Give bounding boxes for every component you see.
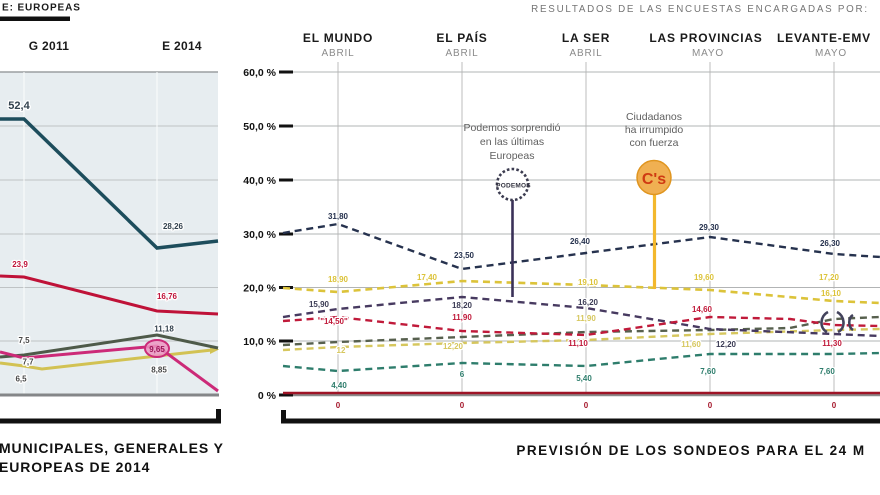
svg-text:11,90: 11,90: [576, 314, 596, 323]
svg-text:8,85: 8,85: [151, 366, 167, 375]
svg-text:28,26: 28,26: [163, 222, 184, 231]
svg-text:11,10: 11,10: [568, 339, 588, 348]
svg-text:con fuerza: con fuerza: [629, 137, 678, 149]
svg-text:MAYO: MAYO: [692, 48, 724, 59]
svg-text:LEVANTE-EMV: LEVANTE-EMV: [777, 31, 871, 45]
svg-text:17,20: 17,20: [819, 273, 840, 282]
svg-text:26,40: 26,40: [570, 237, 591, 246]
svg-text:EL PAÍS: EL PAÍS: [436, 30, 487, 45]
svg-text:LAS PROVINCIAS: LAS PROVINCIAS: [649, 31, 762, 45]
svg-text:60,0 %: 60,0 %: [243, 67, 276, 79]
svg-text:11,30: 11,30: [822, 339, 842, 348]
svg-text:6: 6: [460, 370, 465, 379]
svg-text:ABRIL: ABRIL: [570, 48, 603, 59]
svg-text:14,60: 14,60: [692, 305, 713, 314]
svg-text:G 2011: G 2011: [29, 39, 70, 53]
svg-text:12,20: 12,20: [443, 342, 464, 351]
svg-text:MAYO: MAYO: [815, 48, 847, 59]
svg-text:31,80: 31,80: [328, 212, 349, 221]
svg-text:23,50: 23,50: [454, 251, 475, 260]
svg-text:16,76: 16,76: [157, 292, 178, 301]
svg-text:11,60: 11,60: [681, 340, 701, 349]
svg-text:PODEMOS: PODEMOS: [496, 183, 531, 190]
svg-text:15,90: 15,90: [309, 300, 330, 309]
svg-text:6,5: 6,5: [15, 375, 27, 384]
svg-text:23,9: 23,9: [12, 260, 28, 269]
svg-text:30,0 %: 30,0 %: [243, 229, 276, 241]
svg-text:EUROPEAS DE 2014: EUROPEAS DE 2014: [0, 459, 150, 475]
svg-text:en las últimas: en las últimas: [480, 136, 544, 148]
svg-text:RESULTADOS DE LAS ENCUESTAS EN: RESULTADOS DE LAS ENCUESTAS ENCARGADAS P…: [531, 4, 869, 15]
svg-text:12: 12: [337, 346, 346, 355]
svg-text:5,40: 5,40: [576, 374, 592, 383]
svg-text:MUNICIPALES, GENERALES Y: MUNICIPALES, GENERALES Y: [0, 440, 224, 456]
svg-text:52,4: 52,4: [8, 100, 30, 112]
svg-text:EL MUNDO: EL MUNDO: [303, 31, 373, 45]
svg-text:17,40: 17,40: [417, 273, 438, 282]
svg-text:18,20: 18,20: [452, 301, 473, 310]
svg-text:40,0 %: 40,0 %: [243, 175, 276, 187]
svg-text:18,90: 18,90: [328, 275, 349, 284]
svg-text:E: EUROPEAS: E: EUROPEAS: [2, 3, 81, 14]
svg-text:Europeas: Europeas: [490, 150, 535, 162]
svg-text:0 %: 0 %: [258, 390, 277, 402]
svg-text:29,30: 29,30: [699, 223, 720, 232]
svg-text:7,5: 7,5: [18, 336, 30, 345]
svg-text:ABRIL: ABRIL: [446, 48, 479, 59]
svg-text:ABRIL: ABRIL: [322, 48, 355, 59]
svg-text:20,0 %: 20,0 %: [243, 283, 276, 295]
svg-text:9,65: 9,65: [149, 345, 165, 354]
svg-text:7,60: 7,60: [700, 367, 716, 376]
svg-text:C's: C's: [642, 171, 666, 188]
svg-text:0: 0: [832, 401, 837, 410]
svg-text:26,30: 26,30: [820, 239, 841, 248]
svg-text:Ciudadanos: Ciudadanos: [626, 111, 682, 123]
svg-text:0: 0: [584, 401, 589, 410]
svg-text:"14,50": "14,50": [320, 317, 348, 326]
svg-text:0: 0: [460, 401, 465, 410]
svg-text:50,0 %: 50,0 %: [243, 121, 276, 133]
svg-text:11,90: 11,90: [452, 313, 472, 322]
svg-text:19,10: 19,10: [578, 278, 599, 287]
svg-text:7,7: 7,7: [22, 358, 34, 367]
svg-text:0: 0: [708, 401, 713, 410]
svg-text:0: 0: [336, 401, 341, 410]
svg-text:E 2014: E 2014: [162, 39, 202, 53]
svg-text:ha irrumpido: ha irrumpido: [625, 124, 684, 136]
svg-text:19,60: 19,60: [694, 273, 715, 282]
svg-text:4,40: 4,40: [331, 381, 347, 390]
svg-text:Podemos sorprendió: Podemos sorprendió: [464, 122, 561, 134]
svg-text:PREVISIÓN DE LOS SONDEOS PARA: PREVISIÓN DE LOS SONDEOS PARA EL 24 M: [516, 443, 865, 458]
svg-text:LA SER: LA SER: [562, 31, 610, 45]
svg-text:16,20: 16,20: [578, 298, 599, 307]
svg-text:16,10: 16,10: [821, 289, 842, 298]
svg-text:7,60: 7,60: [819, 367, 835, 376]
svg-text:10,0 %: 10,0 %: [243, 336, 276, 348]
svg-text:11,18: 11,18: [154, 325, 174, 334]
svg-text:12,20: 12,20: [716, 340, 737, 349]
